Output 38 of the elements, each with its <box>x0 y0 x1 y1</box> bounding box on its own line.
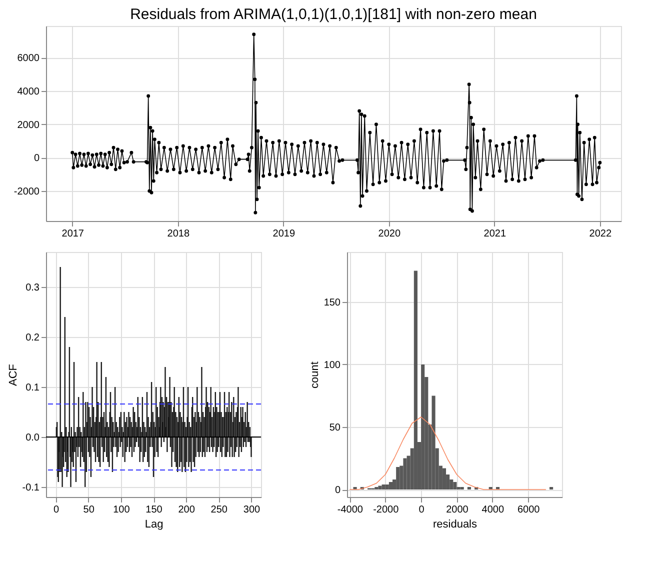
x-tick-label: 2018 <box>167 228 190 240</box>
y-tick-label: 50 <box>329 422 341 434</box>
x-tick-label: 2000 <box>446 504 469 516</box>
chart-title: Residuals from ARIMA(1,0,1)(1,0,1)[181] with non-zero mean <box>130 6 537 23</box>
y-tick-label: 2000 <box>17 120 40 131</box>
y-tick-label: 150 <box>324 298 341 308</box>
x-tick-label: 2017 <box>62 228 84 240</box>
y-tick-label: 0.1 <box>26 382 40 394</box>
x-axis-title: Lag <box>144 518 164 530</box>
x-tick-label: 150 <box>146 504 163 516</box>
y-tick-label: 0.3 <box>26 282 40 294</box>
x-tick-label: -4000 <box>337 504 364 516</box>
x-tick-label: 100 <box>113 504 130 516</box>
x-tick-label: 2021 <box>484 228 506 240</box>
x-tick-label: 2020 <box>378 228 401 240</box>
x-tick-label: 2019 <box>272 228 296 240</box>
x-axis-title: residuals <box>432 518 478 530</box>
y-tick-label: 100 <box>324 360 341 371</box>
x-tick-label: 2022 <box>589 228 612 240</box>
x-tick-label: -2000 <box>373 504 400 516</box>
x-tick-label: 50 <box>83 504 95 516</box>
x-tick-label: 4000 <box>482 504 504 516</box>
x-tick-label: 200 <box>178 504 196 516</box>
y-tick-label: 0 <box>34 153 40 164</box>
x-tick-label: 0 <box>418 504 425 516</box>
y-axis-title: count <box>308 362 321 388</box>
y-tick-label: -2000 <box>14 186 40 198</box>
y-tick-label: -0.1 <box>22 482 40 494</box>
y-tick-label: 4000 <box>17 86 40 98</box>
x-tick-label: 6000 <box>517 504 540 516</box>
y-tick-label: 0 <box>334 485 341 496</box>
y-axis-title: ACF <box>7 364 20 386</box>
x-tick-label: 300 <box>243 504 261 516</box>
y-tick-label: 6000 <box>17 53 40 64</box>
x-tick-label: 250 <box>210 504 228 516</box>
x-tick-label: 0 <box>53 504 60 516</box>
y-tick-label: 0.0 <box>26 432 40 444</box>
y-tick-label: 0.2 <box>26 332 40 344</box>
